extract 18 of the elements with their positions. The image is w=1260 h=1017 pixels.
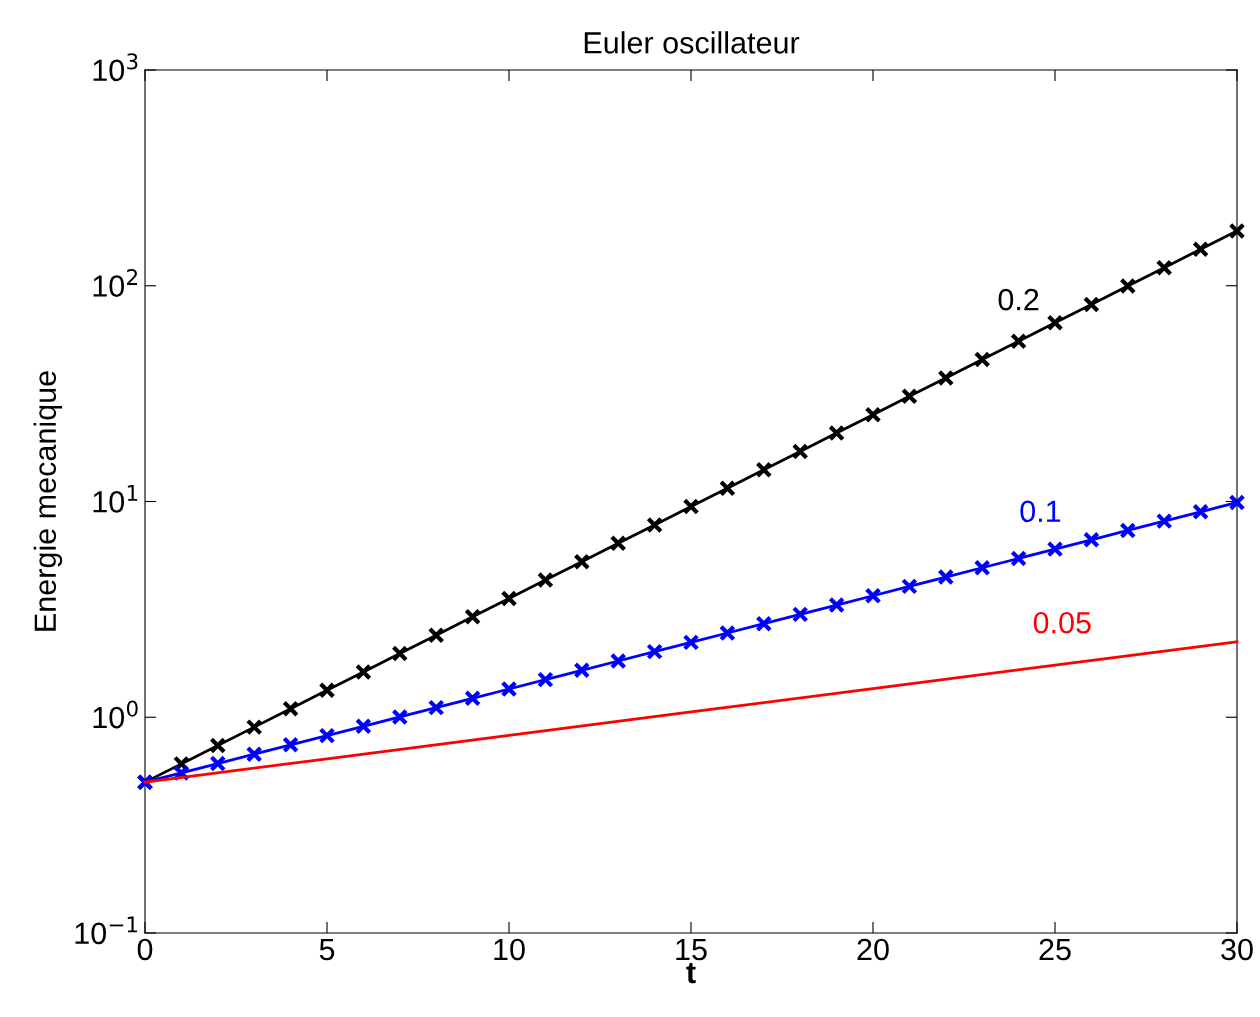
chart-title: Euler oscillateur xyxy=(584,31,800,54)
x-tick-label: 20 xyxy=(857,938,889,961)
series-label: 0.05 xyxy=(1033,611,1091,634)
y-tick-label: 10$^{1}$ xyxy=(93,485,138,513)
x-tick-label: 10 xyxy=(494,938,525,961)
y-tick-label: 10$^{0}$ xyxy=(93,700,138,729)
y-tick-label: 10$^{3}$ xyxy=(93,53,138,82)
y-tick-label: 10$^{−1}$ xyxy=(75,916,138,945)
series-label: 0.2 xyxy=(998,288,1039,311)
series-label: 0.1 xyxy=(1020,500,1061,523)
x-axis-title: t xyxy=(686,963,696,984)
x-tick-label: 15 xyxy=(676,938,707,961)
x-tick-label: 25 xyxy=(1039,938,1071,961)
x-tick-label: 0 xyxy=(137,938,153,961)
y-axis-title: Energie mecanique xyxy=(33,371,63,631)
x-tick-label: 5 xyxy=(319,938,335,961)
y-tick-label: 10$^{2}$ xyxy=(93,269,137,297)
x-tick-label: 30 xyxy=(1221,938,1253,961)
